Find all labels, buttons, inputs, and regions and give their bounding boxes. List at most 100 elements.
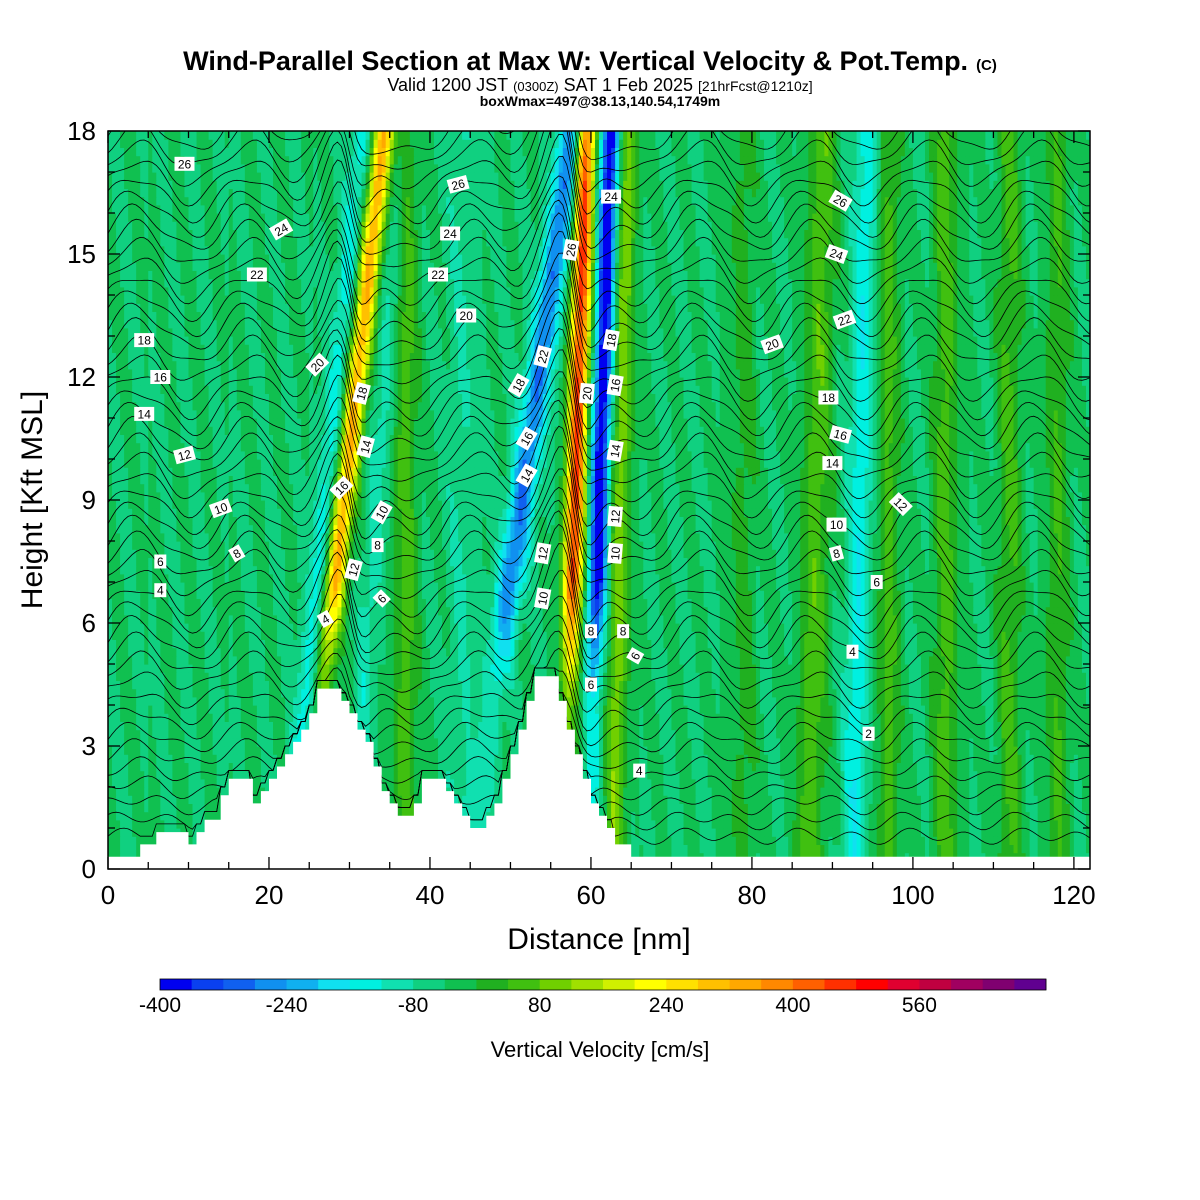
w-cell: [719, 795, 725, 804]
w-cell: [156, 746, 161, 755]
w-cell: [172, 721, 178, 731]
w-cell: [900, 762, 906, 772]
w-cell: [188, 811, 194, 821]
w-cell: [1057, 819, 1063, 829]
w-cell: [1021, 737, 1027, 747]
w-cell: [260, 737, 266, 747]
w-cell: [1025, 819, 1031, 829]
w-cell: [132, 746, 137, 755]
w-cell: [164, 737, 169, 747]
w-cell: [417, 770, 423, 780]
w-cell: [607, 795, 612, 804]
w-cell: [417, 795, 423, 804]
w-cell: [1017, 705, 1023, 714]
w-cell: [458, 713, 463, 722]
w-cell: [933, 770, 938, 780]
w-cell: [623, 713, 628, 722]
w-cell: [840, 737, 846, 747]
w-cell: [120, 844, 125, 854]
w-cell: [755, 746, 761, 755]
w-cell: [152, 737, 157, 747]
w-cell: [981, 795, 986, 804]
w-cell: [973, 770, 978, 780]
w-cell: [152, 696, 157, 706]
w-cell: [417, 729, 423, 739]
w-cell: [1069, 787, 1075, 796]
w-cell: [454, 713, 459, 722]
w-cell: [1061, 762, 1067, 772]
w-cell: [933, 787, 938, 796]
w-cell: [244, 737, 250, 747]
w-cell: [474, 762, 479, 772]
w-cell: [812, 746, 817, 755]
w-cell: [152, 828, 157, 837]
w-cell: [180, 746, 186, 755]
w-cell: [385, 778, 391, 788]
w-cell: [180, 770, 186, 780]
w-cell: [659, 778, 664, 788]
w-cell: [631, 836, 636, 845]
w-cell: [438, 770, 443, 780]
w-cell: [739, 770, 745, 780]
w-cell: [832, 778, 838, 788]
w-cell: [864, 787, 870, 796]
w-cell: [977, 762, 982, 772]
w-cell: [703, 836, 709, 845]
w-cell: [643, 819, 648, 829]
w-cell: [176, 746, 182, 755]
w-cell: [168, 770, 173, 780]
w-cell: [687, 819, 693, 829]
w-cell: [864, 778, 870, 788]
w-cell: [1029, 737, 1035, 747]
w-cell: [997, 819, 1003, 829]
w-cell: [631, 754, 636, 763]
w-cell: [361, 721, 367, 731]
w-cell: [780, 811, 785, 821]
w-cell: [377, 754, 383, 763]
w-cell: [651, 844, 656, 854]
w-cell: [132, 721, 137, 731]
w-cell: [1013, 844, 1019, 854]
w-cell: [780, 819, 785, 829]
w-cell: [941, 746, 946, 755]
w-cell: [768, 787, 773, 796]
w-cell: [450, 721, 455, 731]
w-cell: [514, 746, 520, 755]
w-cell: [812, 795, 817, 804]
w-cell: [417, 746, 423, 755]
w-cell: [719, 770, 725, 780]
w-cell: [136, 705, 141, 714]
w-cell: [973, 762, 978, 772]
w-cell: [703, 844, 709, 854]
w-cell: [168, 762, 173, 772]
w-cell: [498, 795, 504, 804]
w-cell: [892, 811, 898, 821]
w-cell: [747, 778, 753, 788]
w-cell: [248, 762, 254, 772]
w-cell: [977, 778, 982, 788]
w-cell: [268, 721, 274, 731]
w-cell: [796, 737, 801, 747]
w-cell: [474, 819, 479, 829]
w-cell: [108, 819, 113, 829]
w-cell: [880, 737, 886, 747]
w-cell: [474, 705, 479, 714]
w-cell: [1081, 828, 1087, 837]
w-cell: [212, 778, 218, 788]
w-cell: [599, 705, 604, 714]
w-cell: [228, 713, 234, 722]
w-cell: [309, 705, 314, 714]
w-cell: [916, 713, 922, 722]
w-cell: [1085, 762, 1090, 772]
w-cell: [144, 770, 149, 780]
w-cell: [731, 795, 737, 804]
w-cell: [695, 737, 701, 747]
w-cell: [792, 713, 797, 722]
w-cell: [1017, 770, 1023, 780]
w-cell: [502, 705, 508, 714]
w-cell: [277, 705, 282, 714]
w-cell: [486, 737, 491, 747]
w-cell: [590, 729, 596, 739]
w-cell: [619, 770, 624, 780]
w-cell: [112, 762, 117, 772]
